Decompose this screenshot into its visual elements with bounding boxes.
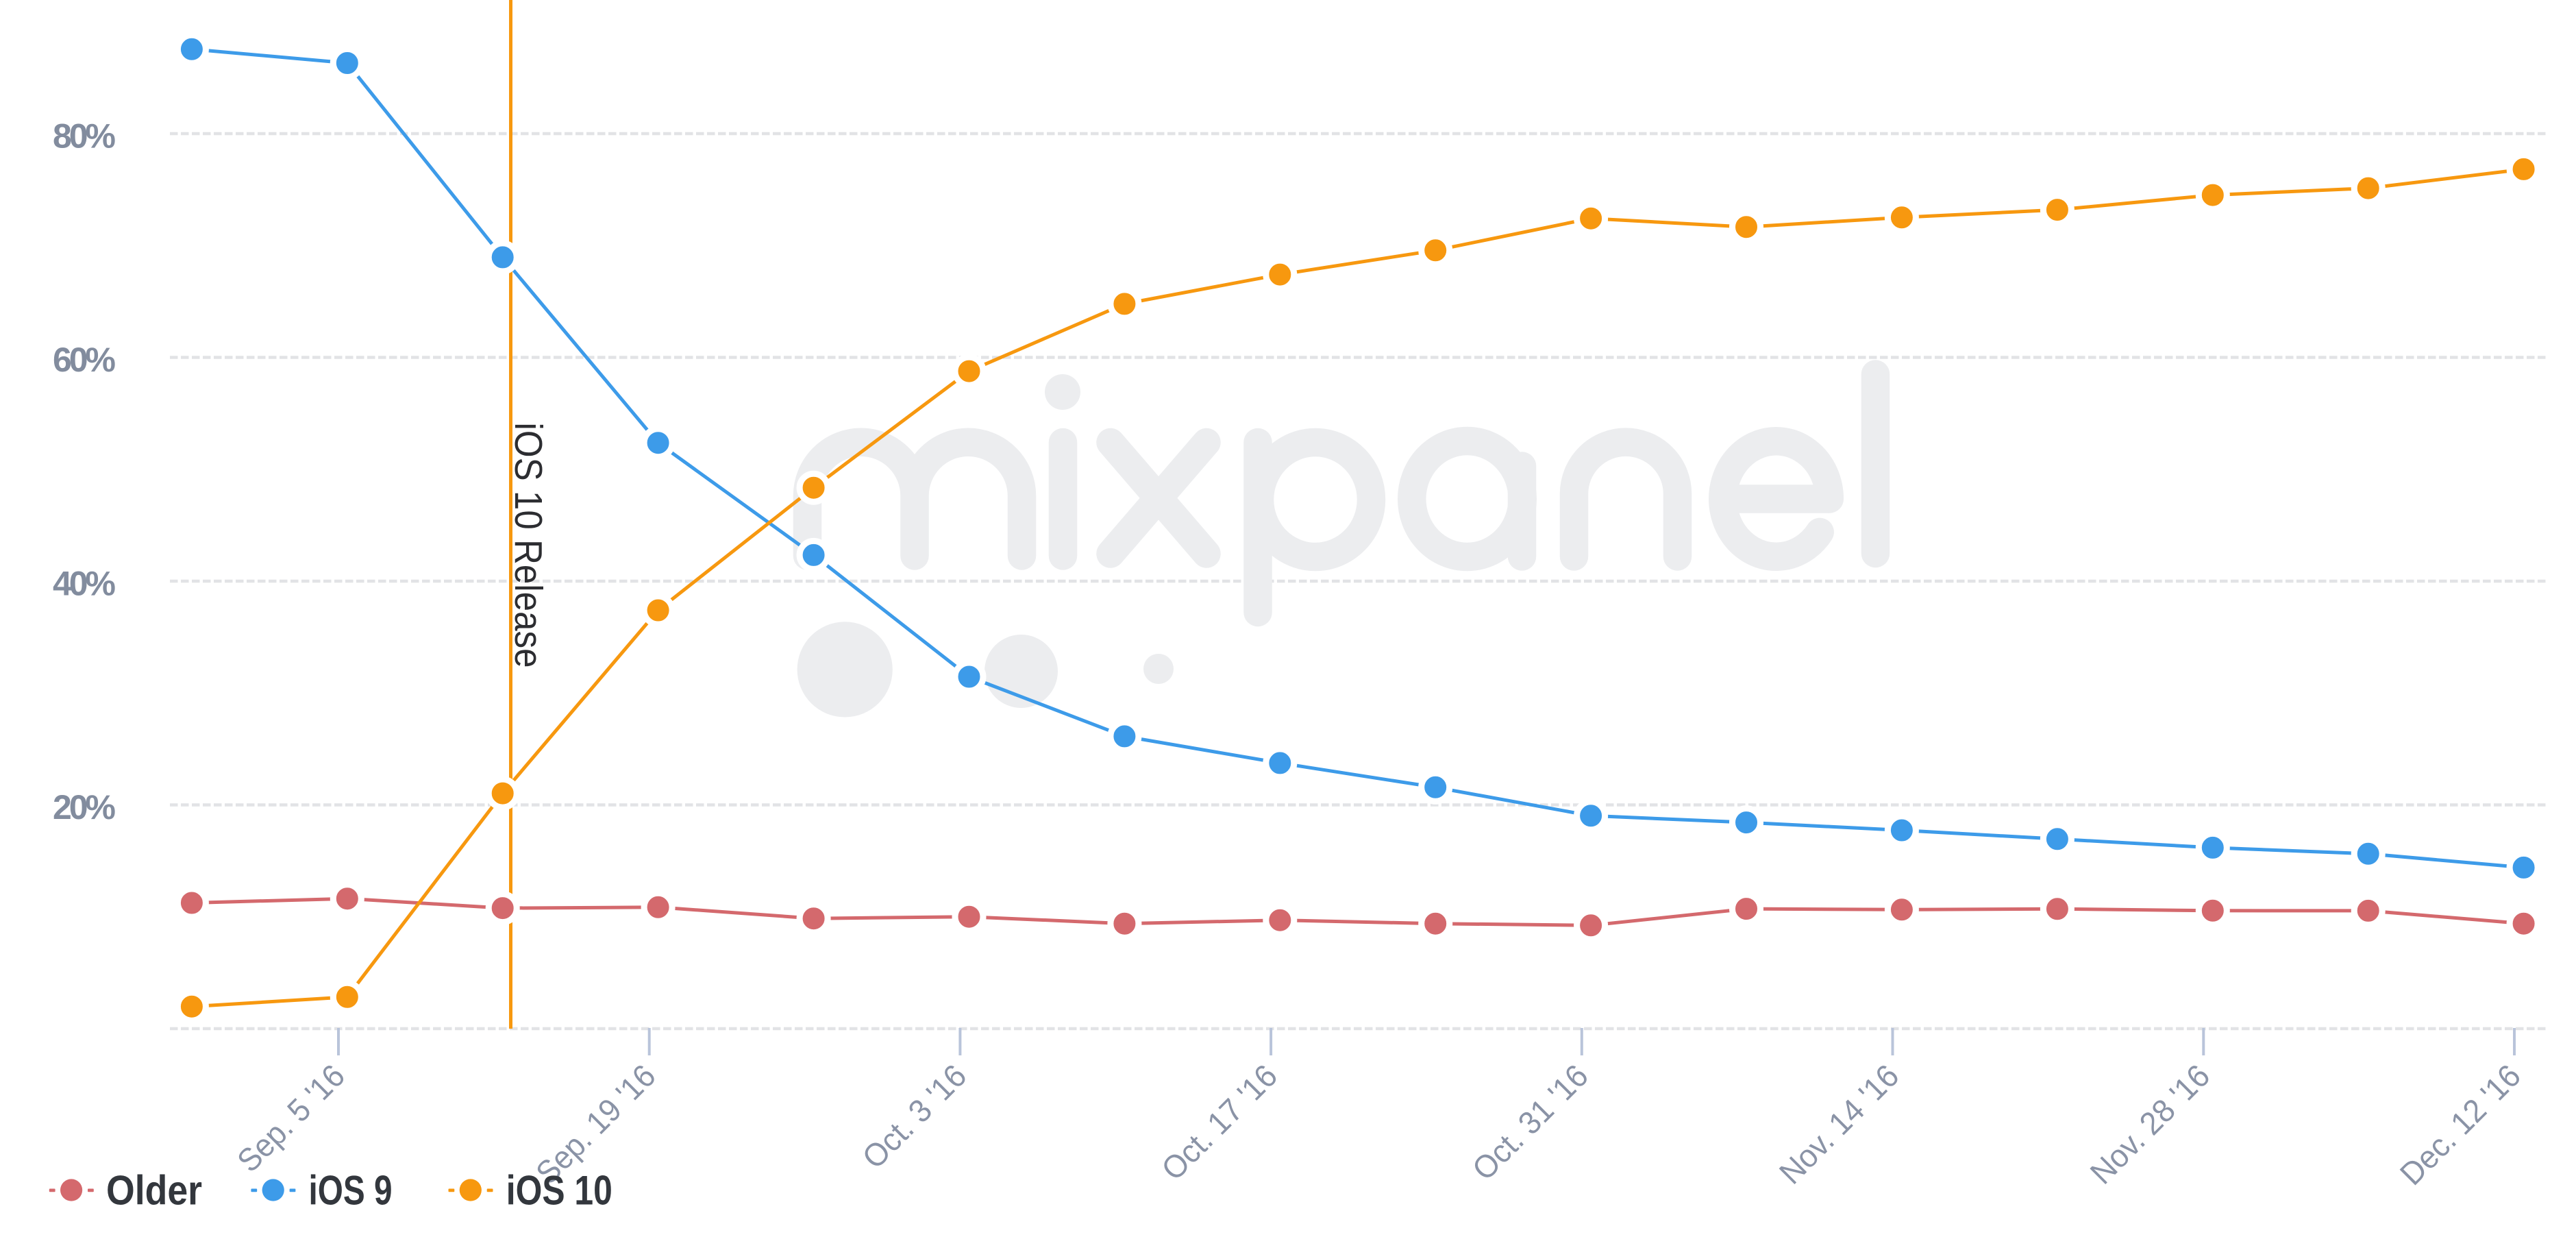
svg-text:iOS 10 Release: iOS 10 Release [506, 423, 550, 668]
svg-text:iOS 10: iOS 10 [506, 1168, 612, 1214]
svg-text:Older: Older [106, 1168, 202, 1214]
svg-text:60%: 60% [53, 341, 116, 379]
svg-text:iOS 9: iOS 9 [309, 1168, 393, 1214]
svg-text:40%: 40% [53, 565, 116, 603]
svg-text:20%: 20% [53, 788, 116, 826]
svg-text:80%: 80% [53, 117, 116, 156]
